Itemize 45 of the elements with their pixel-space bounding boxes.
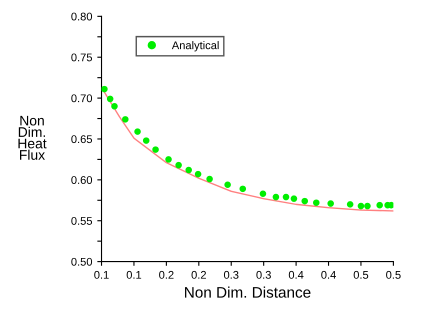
- point: [134, 128, 141, 135]
- x-tick-label: 0.5: [386, 270, 401, 279]
- y-tick-label: 0.60: [71, 176, 92, 184]
- x-tick-label: 0.3: [256, 270, 271, 279]
- point: [346, 201, 354, 208]
- x-tick-label: 0.4: [321, 270, 336, 279]
- x-tick-label: 0.3: [224, 270, 238, 279]
- point: [206, 176, 213, 182]
- point: [282, 194, 290, 200]
- point: [194, 170, 202, 178]
- x-tick-label: 0.1: [126, 270, 142, 279]
- point: [272, 194, 280, 200]
- point: [122, 116, 129, 123]
- x-tick-label: 0.2: [159, 270, 174, 279]
- point: [175, 162, 182, 168]
- point: [327, 200, 334, 207]
- y-tick-label: 0.75: [71, 53, 92, 62]
- y-tick-label: 0.70: [71, 94, 92, 102]
- point: [224, 182, 231, 188]
- point: [142, 137, 150, 144]
- x-tick-label: 0.2: [192, 270, 206, 279]
- point: [301, 198, 308, 204]
- point: [260, 190, 266, 198]
- y-tick-label: 0.65: [71, 135, 92, 144]
- point: [313, 199, 320, 206]
- y-tick-label: 0.50: [71, 258, 92, 266]
- point: [364, 202, 371, 210]
- x-tick-label: 0.5: [354, 270, 368, 279]
- y-tick-label: 0.55: [71, 216, 92, 225]
- y-axis-title: Non Dim. Heat Flux: [18, 116, 47, 160]
- point: [290, 195, 298, 202]
- legend-label: Analytical: [172, 41, 219, 52]
- y-tick-label: 0.80: [71, 12, 92, 20]
- point: [240, 186, 246, 192]
- x-tick-label: 0.1: [94, 270, 109, 279]
- point: [102, 86, 108, 92]
- point: [185, 166, 192, 174]
- point: [111, 103, 118, 110]
- x-axis-title: Non Dim. Distance: [185, 286, 310, 298]
- point: [152, 146, 159, 153]
- point: [106, 96, 114, 102]
- point: [358, 202, 364, 210]
- point: [376, 202, 383, 208]
- x-tick-label: 0.4: [288, 270, 304, 279]
- point: [165, 156, 172, 163]
